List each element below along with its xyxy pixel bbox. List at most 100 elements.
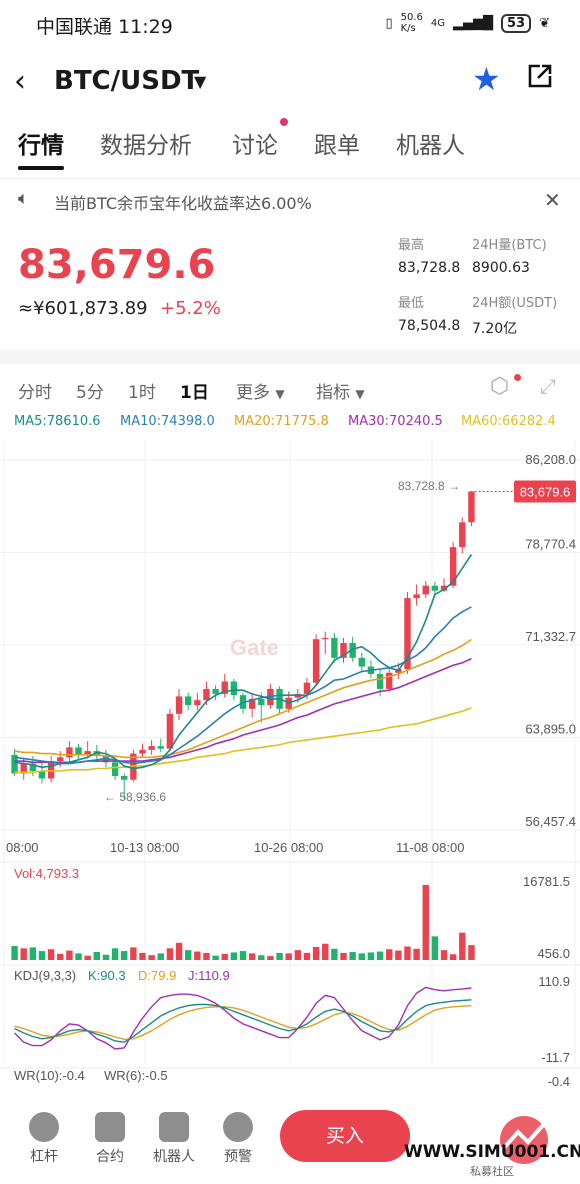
status-icons: ▯ 50.6 K/s 4G ▂▄▆█ 53 ❦ [385,12,550,34]
speaker-icon: 🔈︎ [18,188,29,209]
candles-layer [11,490,475,800]
low-marker: ← 58,936.6 [104,790,166,804]
more-dropdown[interactable]: 更多 ▼ [236,383,285,403]
period-1h[interactable]: 1时 [128,383,156,403]
volume-bar [349,951,356,960]
indicators-dropdown[interactable]: 指标 ▼ [316,383,365,403]
kdj-d-label: D:79.9 [138,968,176,983]
volume-bar [38,951,46,960]
volume-bar [221,953,228,960]
back-icon[interactable]: ‹ [14,64,26,99]
volume-bar [166,948,174,960]
candle-body [340,642,347,658]
volume-bar [367,952,375,960]
high-value: 83,728.8 [398,260,461,276]
site-watermark-text: WWW.SIMU001.CN [404,1142,580,1162]
wr-tick: -0.4 [548,1074,570,1089]
site-logo-icon [500,1116,548,1164]
amt24-value: 7.20亿 [472,321,518,337]
share-icon[interactable] [526,62,554,90]
volume-bar [248,953,256,960]
ma-lines-layer [14,554,473,774]
ma10-legend: MA10:74398.0 [120,414,215,429]
buy-button[interactable]: 买入 [280,1110,410,1162]
candle-body [349,642,356,658]
kdj-j-line [14,986,472,1050]
candle-body [57,757,64,762]
volume-bar [404,946,411,960]
volume-bar [139,952,146,960]
candle-body [157,746,164,749]
volume-bar [66,950,73,960]
candle-body [175,696,183,714]
x-tick-label: 11-08 08:00 [396,840,464,855]
ma5-line [14,554,473,770]
section-divider [0,350,580,364]
site-watermark-sub: 私募社区 [470,1165,514,1178]
candle-body [413,594,420,599]
volume-bar [449,954,457,960]
settings-hex-icon[interactable]: ⬡ [490,374,510,399]
volume-bar [303,952,311,960]
candle-body [20,763,27,774]
tab-copy-trade[interactable]: 跟单 [314,133,360,159]
volume-bar [385,949,393,960]
ma5-legend: MA5:78610.6 [14,414,101,429]
x-tick-label: 10-13 08:00 [110,840,179,855]
candle-body [440,585,448,591]
kdj-k-label: K:90.3 [88,968,126,983]
nav-contract[interactable]: 合约 [80,1112,140,1166]
alert-icon [223,1112,253,1142]
tab-analysis[interactable]: 数据分析 [100,133,192,159]
x-tick-label: 10-26 08:00 [254,840,323,855]
volume-bar [331,948,338,960]
close-icon[interactable]: ✕ [544,188,561,212]
volume-bar [440,950,448,960]
candle-body [75,747,82,755]
tab-market[interactable]: 行情 [18,133,64,159]
pair-header: ‹ BTC/USDT ▼ ★ [0,58,580,106]
kdj-j-label: J:110.9 [188,968,230,983]
robot-icon [159,1112,189,1142]
volume-label: Vol:4,793.3 [14,866,79,881]
period-timeline[interactable]: 分时 [18,383,52,403]
volume-bar [312,946,320,960]
kline-chart[interactable]: Gate 86,208.0 78,770.4 71,332.7 63,895.0 56,… [0,440,580,1090]
tab-robot[interactable]: 机器人 [396,133,465,159]
volume-bar [130,947,137,960]
volume-bar [294,950,302,960]
kdj-tick-top: 110.9 [538,974,570,989]
volume-bar [459,932,466,960]
kdj-label: KDJ(9,3,3) [14,968,76,983]
kdj-panel: KDJ(9,3,3) K:90.3 D:79.9 J:110.9 110.9 -11.7 [14,968,570,1065]
nav-leverage[interactable]: 杠杆 [14,1112,74,1166]
active-tab-indicator [18,166,64,170]
volume-bar [157,953,164,960]
star-icon[interactable]: ★ [472,60,501,98]
candle-body [385,672,393,689]
caret-down-icon[interactable]: ▼ [194,72,207,91]
last-price-label: 83,679.6 [520,484,571,499]
fullscreen-icon[interactable]: ⤢ [540,374,556,398]
candle-body [212,688,219,694]
ma20-legend: MA20:71775.8 [234,414,329,429]
volume-bar [121,951,128,960]
volume-bar [57,953,64,960]
pair-title[interactable]: BTC/USDT [54,66,200,96]
volume-bar [93,951,101,960]
notice-bar[interactable]: 🔈︎ 当前BTC余币宝年化收益率达6.00% ✕ [0,186,580,216]
tab-discussion[interactable]: 讨论 [232,133,278,159]
main-tabs: 行情 数据分析 讨论 跟单 机器人 [0,118,580,179]
nav-alert[interactable]: 预警 [208,1112,268,1166]
candle-body [322,637,329,640]
nav-robot[interactable]: 机器人 [144,1112,204,1166]
candle-body [38,771,46,779]
candle-body [203,688,210,701]
candle-body [194,700,201,706]
ma60-line [14,707,472,774]
candle-body [422,585,429,595]
period-5m[interactable]: 5分 [76,383,104,403]
volume-bar [431,936,439,960]
period-1d[interactable]: 1日 [180,383,209,403]
y-tick-label: 63,895.0 [525,722,576,737]
